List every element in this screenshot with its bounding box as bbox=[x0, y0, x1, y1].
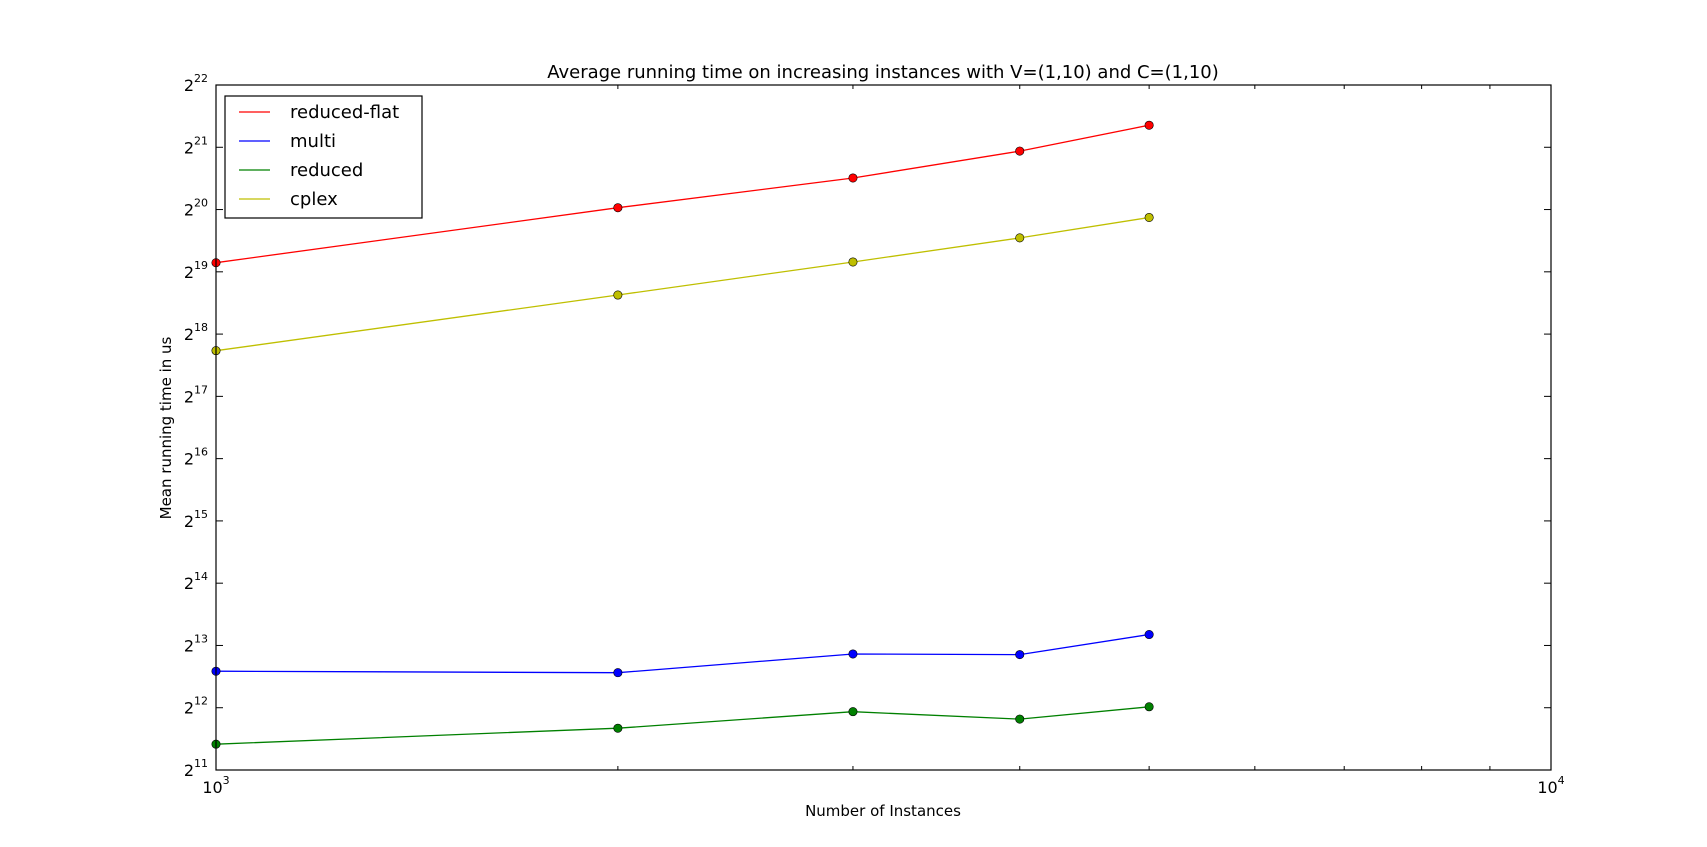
y-tick-label: 211 bbox=[184, 757, 208, 780]
y-axis-label: Mean running time in us bbox=[157, 336, 175, 519]
y-tick-label: 218 bbox=[184, 321, 208, 344]
data-point-multi bbox=[1015, 650, 1025, 660]
plot-frame bbox=[215, 84, 1552, 771]
y-tick-label: 221 bbox=[184, 134, 208, 157]
data-point-cplex bbox=[613, 290, 623, 300]
chart-title: Average running time on increasing insta… bbox=[547, 62, 1219, 83]
legend-frame bbox=[224, 95, 423, 219]
data-point-reduced-flat bbox=[1144, 120, 1154, 130]
y-tick-label: 212 bbox=[184, 695, 208, 718]
y-tick-label: 215 bbox=[184, 508, 208, 531]
x-tick-labels: 103 104 bbox=[202, 774, 1564, 797]
y-tick-label: 222 bbox=[184, 72, 208, 95]
x-tick-label: 104 bbox=[1537, 774, 1564, 797]
y-tick-label: 216 bbox=[184, 446, 208, 469]
legend-label-reduced: reduced bbox=[290, 160, 363, 181]
data-point-cplex bbox=[1015, 233, 1025, 243]
y-tick-label: 213 bbox=[184, 632, 208, 655]
x-axis-label: Number of Instances bbox=[805, 802, 961, 820]
x-tick-label: 103 bbox=[202, 774, 229, 797]
data-point-reduced bbox=[1144, 702, 1154, 712]
y-tick-label: 220 bbox=[184, 197, 208, 220]
data-point-reduced-flat bbox=[848, 173, 858, 183]
data-point-reduced-flat bbox=[613, 203, 623, 213]
ticks-group bbox=[215, 84, 1552, 771]
data-point-reduced bbox=[848, 707, 858, 717]
data-point-cplex bbox=[1144, 212, 1154, 222]
data-point-multi bbox=[1144, 630, 1154, 640]
data-point-reduced-flat bbox=[1015, 146, 1025, 156]
y-tick-label: 217 bbox=[184, 383, 208, 406]
data-point-reduced bbox=[613, 723, 623, 733]
y-tick-label: 214 bbox=[184, 570, 208, 593]
y-tick-labels: 211 212 213 214 215 216 217 218 219 220 221 222 bbox=[184, 72, 208, 780]
data-point-multi bbox=[613, 668, 623, 678]
legend-label-cplex: cplex bbox=[290, 189, 338, 210]
y-tick-label: 219 bbox=[184, 259, 208, 282]
legend-label-reduced-flat: reduced-flat bbox=[290, 102, 399, 123]
data-point-cplex bbox=[848, 257, 858, 267]
data-point-reduced bbox=[1015, 714, 1025, 724]
data-point-multi bbox=[848, 649, 858, 659]
legend: reduced-flat multi reduced cplex bbox=[224, 95, 423, 219]
legend-label-multi: multi bbox=[290, 131, 336, 152]
